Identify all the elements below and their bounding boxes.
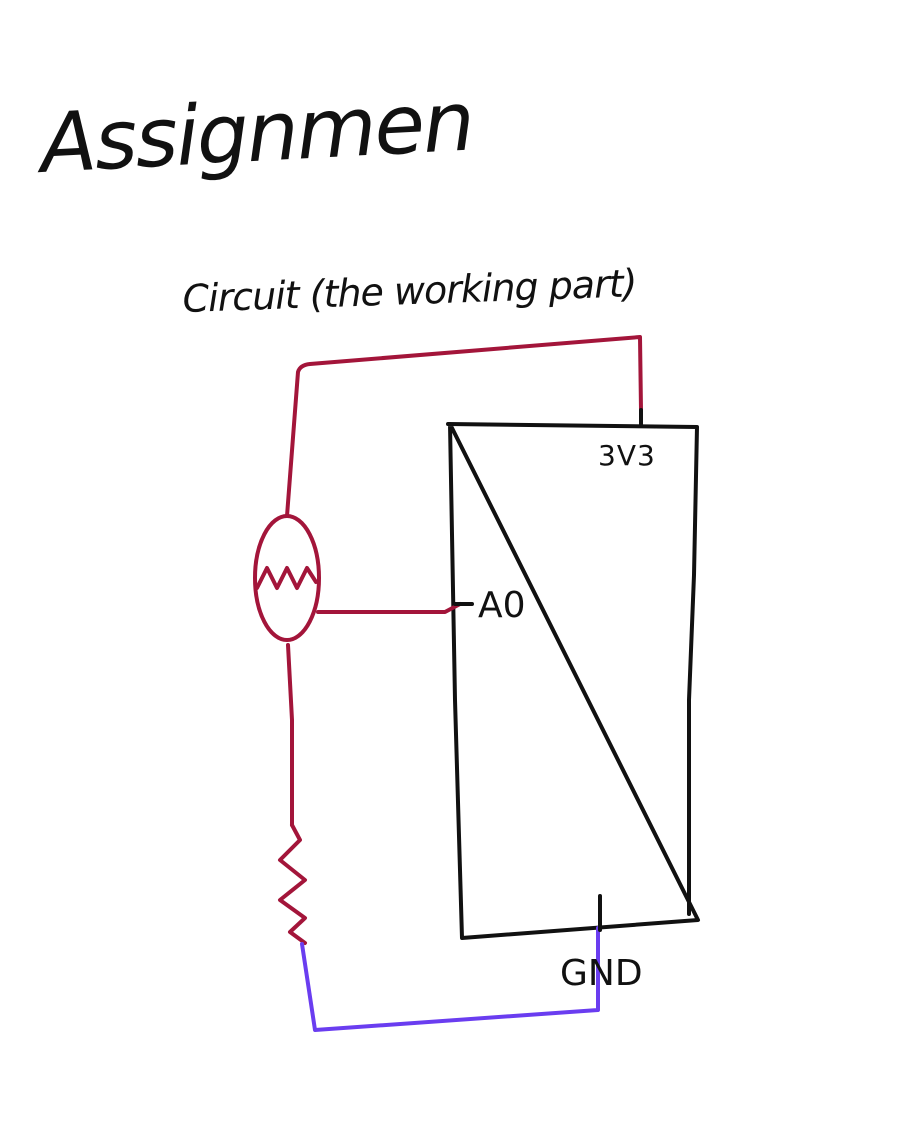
power-pin-label: 3V3 (598, 439, 656, 472)
ground-pin-label: GND (560, 953, 643, 994)
microcontroller-board (446, 422, 700, 940)
circuit-subtitle: Circuit (the working part) (182, 261, 637, 321)
analog-wire (316, 602, 462, 614)
sensor-to-resistor-wire (286, 643, 294, 827)
analog-pin-label: A0 (478, 585, 526, 626)
page-title: Assignmen (33, 74, 475, 192)
power-wire (285, 335, 643, 518)
ground-wire (300, 926, 600, 1032)
photoresistor-icon (253, 514, 321, 642)
resistor-icon (278, 823, 307, 945)
